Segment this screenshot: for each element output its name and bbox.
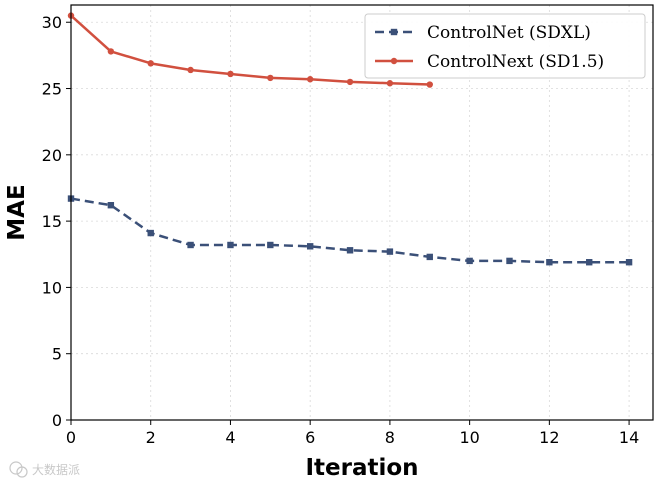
data-point <box>147 229 154 237</box>
data-point <box>187 241 194 249</box>
data-point <box>227 70 234 78</box>
data-point <box>586 259 593 266</box>
data-point <box>426 253 433 261</box>
data-point <box>147 60 154 67</box>
data-point <box>107 202 115 209</box>
y-tick-label: 5 <box>52 345 62 364</box>
data-point <box>306 76 314 83</box>
x-tick-label: 2 <box>146 428 156 447</box>
data-point <box>466 257 473 265</box>
x-tick-label: 8 <box>385 428 395 447</box>
series-line <box>70 14 430 86</box>
legend-marker <box>390 28 398 36</box>
series-1 <box>67 12 433 88</box>
data-point <box>506 257 513 265</box>
data-point <box>426 81 433 88</box>
series-0 <box>67 195 633 266</box>
x-tick-label: 6 <box>305 428 315 447</box>
legend-label: ControlNet (SDXL) <box>427 23 591 43</box>
data-point <box>346 78 354 86</box>
watermark-icon <box>9 461 28 478</box>
y-tick-label: 25 <box>42 80 62 99</box>
data-point <box>267 241 274 249</box>
y-axis-title: MAE <box>4 184 30 240</box>
x-tick-label: 12 <box>539 428 559 447</box>
y-tick-label: 15 <box>42 212 62 231</box>
data-point <box>227 241 234 249</box>
data-point <box>267 74 274 82</box>
data-point <box>346 247 354 254</box>
data-point <box>625 259 633 266</box>
series-line <box>70 197 630 264</box>
legend: ControlNet (SDXL) ControlNext (SD1.5) <box>364 13 646 79</box>
x-tick-label: 10 <box>459 428 479 447</box>
series-layer <box>67 12 633 266</box>
data-point <box>187 66 194 74</box>
x-tick-label: 4 <box>225 428 235 447</box>
grid-lines <box>70 5 653 421</box>
data-point <box>386 80 394 87</box>
x-tick-label: 14 <box>619 428 639 447</box>
y-tick-label: 30 <box>42 13 62 32</box>
data-point <box>107 48 115 55</box>
legend-label: ControlNext (SD1.5) <box>427 52 604 72</box>
plot-frame <box>70 4 654 421</box>
legend-box <box>364 13 646 79</box>
watermark-text: 大数据派 <box>32 462 80 477</box>
y-tick-label: 20 <box>42 146 62 165</box>
x-tick-label: 0 <box>66 428 76 447</box>
data-point <box>306 243 314 250</box>
y-axis: 0 5 10 15 20 25 30 <box>42 13 71 430</box>
data-point <box>546 259 553 266</box>
x-axis: 0 2 4 6 8 10 12 14 <box>66 420 639 447</box>
legend-marker <box>390 57 398 65</box>
y-tick-label: 10 <box>42 278 62 297</box>
data-point <box>386 248 394 255</box>
y-tick-label: 0 <box>52 411 62 430</box>
x-axis-title: Iteration <box>305 455 418 481</box>
